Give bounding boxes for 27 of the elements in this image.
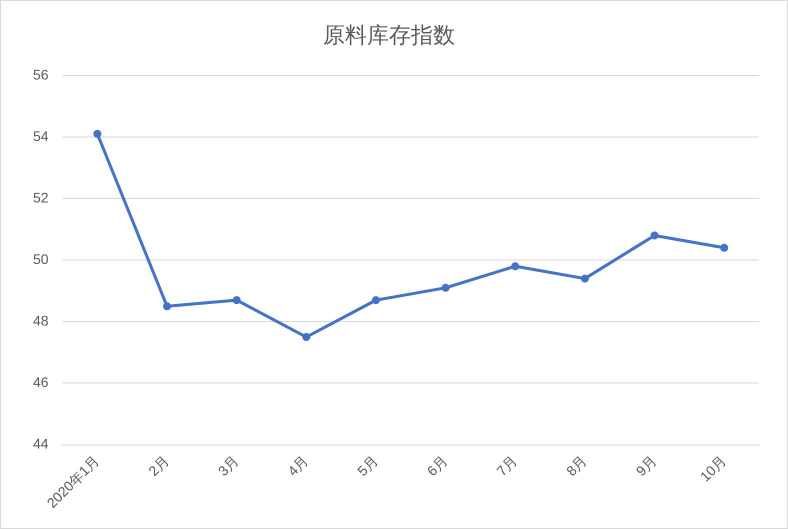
point xyxy=(93,130,102,138)
point xyxy=(232,296,241,304)
point xyxy=(720,244,728,252)
x-tick-label: 3月 xyxy=(214,452,242,479)
x-tick-label: 9月 xyxy=(632,452,660,479)
x-tick-label: 6月 xyxy=(424,452,450,479)
x-tick-label: 2月 xyxy=(145,452,172,479)
x-tick-label: 4月 xyxy=(284,452,312,479)
y-tick-label: 52 xyxy=(32,189,49,206)
point xyxy=(372,296,380,304)
point xyxy=(580,274,589,283)
x-tick-label: 10月 xyxy=(696,452,730,484)
point xyxy=(650,231,659,240)
point xyxy=(163,302,172,310)
y-tick-label: 56 xyxy=(32,66,49,82)
y-tick-label: 50 xyxy=(32,250,49,267)
point xyxy=(442,284,450,292)
x-tick-label: 8月 xyxy=(563,452,590,479)
x-tick-label: 5月 xyxy=(354,452,381,479)
chart-title: 原料库存指数 xyxy=(323,22,455,48)
point xyxy=(302,333,310,342)
y-tick-label: 44 xyxy=(32,436,49,452)
y-tick-label: 46 xyxy=(32,374,49,390)
point xyxy=(511,262,520,270)
x-tick-label: 7月 xyxy=(493,452,520,479)
y-tick-label: 48 xyxy=(32,312,49,329)
y-tick-label: 54 xyxy=(32,128,49,144)
